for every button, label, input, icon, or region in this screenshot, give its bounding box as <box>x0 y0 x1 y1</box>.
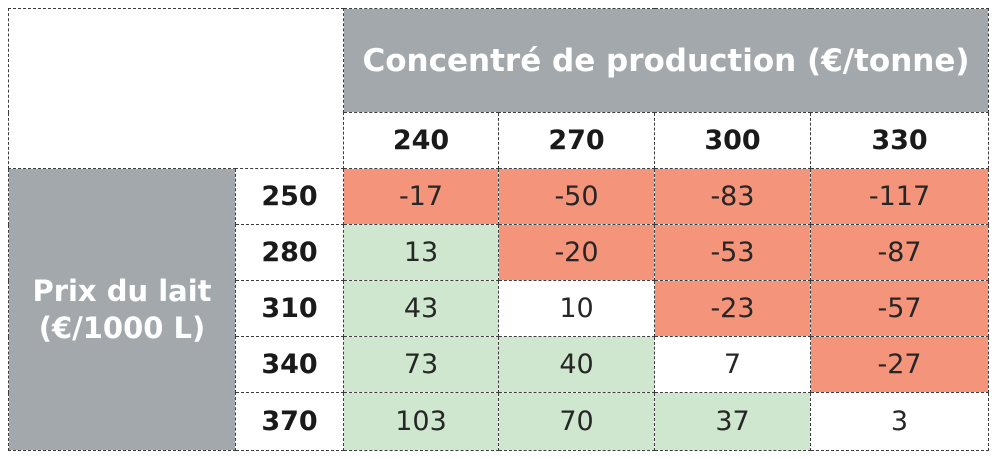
table-cell: 10 <box>498 280 655 337</box>
row-header-title: Prix du lait (€/1000 L) <box>8 168 236 451</box>
table-cell: 103 <box>343 392 499 451</box>
corner-blank-cell <box>8 8 344 169</box>
row-label: 280 <box>235 224 344 281</box>
table-cell: -27 <box>809 336 990 393</box>
table-cell: 37 <box>654 392 811 451</box>
column-label: 270 <box>498 112 655 169</box>
row-header-line: (€/1000 L) <box>38 310 206 345</box>
table-cell: 7 <box>654 336 811 393</box>
column-header-title: Concentré de production (€/tonne) <box>342 8 990 113</box>
row-label: 250 <box>235 168 344 225</box>
table-cell: -83 <box>654 168 811 225</box>
table-cell: -57 <box>809 280 990 337</box>
margin-table: Concentré de production (€/tonne) 240 27… <box>8 8 990 451</box>
table-cell: -23 <box>654 280 811 337</box>
table-cell: -17 <box>343 168 499 225</box>
row-label: 370 <box>235 392 344 451</box>
column-label: 330 <box>809 112 990 169</box>
table-cell: 70 <box>498 392 655 451</box>
table-cell: -117 <box>809 168 990 225</box>
row-header-line: Prix du lait <box>32 274 212 309</box>
table-cell: 40 <box>498 336 655 393</box>
table-cell: -20 <box>498 224 655 281</box>
table-cell: 13 <box>343 224 499 281</box>
row-label: 310 <box>235 280 344 337</box>
table-cell: -50 <box>498 168 655 225</box>
column-label: 300 <box>654 112 811 169</box>
row-label: 340 <box>235 336 344 393</box>
table-cell: 73 <box>343 336 499 393</box>
table-cell: 3 <box>809 392 990 451</box>
table-cell: -87 <box>809 224 990 281</box>
table-cell: 43 <box>343 280 499 337</box>
table-cell: -53 <box>654 224 811 281</box>
column-label: 240 <box>343 112 499 169</box>
